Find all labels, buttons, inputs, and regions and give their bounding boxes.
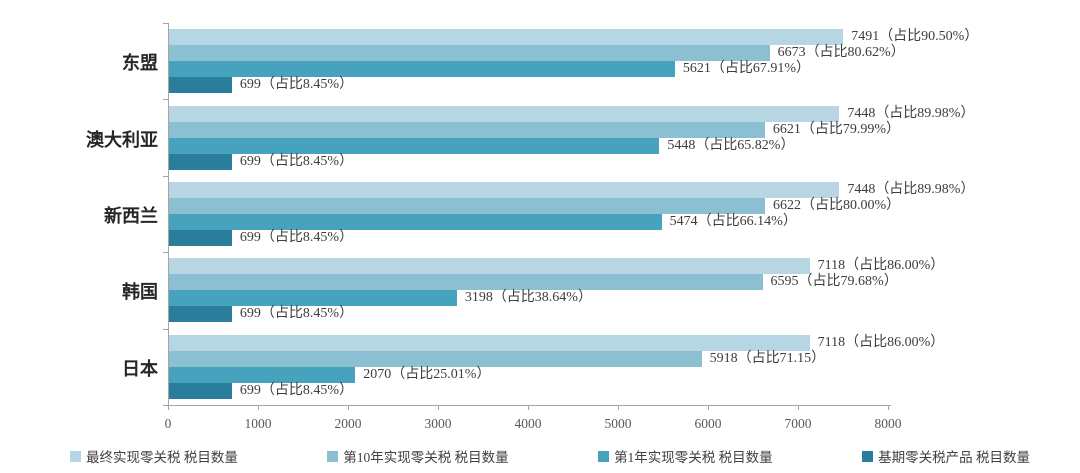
bar [169,290,457,307]
bar-value-label: 7118（占比86.00%） [817,334,945,350]
legend-label: 最终实现零关税 税目数量 [86,450,238,465]
legend-swatch [327,450,339,462]
bar [169,214,662,230]
bar [169,182,840,198]
category-label: 澳大利亚 [86,129,158,150]
legend-swatch [70,450,81,462]
bar-value-label: 699（占比8.45%） [239,306,354,322]
bar-value-label: 7448（占比89.98%） [847,182,975,197]
bar [169,258,810,275]
bar-value-label: 6595（占比79.68%） [770,274,898,290]
y-tick [163,175,168,177]
x-tick-label: 0 [164,416,172,431]
legend-item: 基期零关税产品 税目数量 [862,446,1030,466]
x-tick-label: 6000 [694,416,722,431]
bar [169,366,356,383]
bar [169,137,660,154]
x-tick [258,405,259,410]
bar [169,334,810,351]
bar-value-label: 7118（占比86.00%） [817,258,945,274]
bar-value-label: 6673（占比80.62%） [777,45,905,61]
legend-item: 最终实现零关税 税目数量 [70,446,238,466]
bar [169,306,232,323]
bar [169,382,232,399]
bar-value-label: 5918（占比71.15） [709,350,826,366]
legend-item: 第1年实现零关税 税目数量 [598,446,773,466]
bar-value-label: 6621（占比79.99%） [772,121,901,137]
y-axis-line [168,23,169,405]
x-tick-label: 7000 [784,416,812,431]
bar-value-label: 5448（占比65.82%） [667,137,795,153]
legend-label: 第1年实现零关税 税目数量 [614,450,773,465]
category-label: 东盟 [122,53,158,74]
bar-value-label: 2070（占比25.01%） [363,366,491,382]
bar [169,77,232,94]
x-tick-label: 5000 [604,416,632,431]
legend-swatch [598,450,610,462]
bar [169,274,763,291]
y-tick [163,405,168,406]
bar-value-label: 5621（占比67.91%） [682,61,811,77]
bar [169,198,765,214]
bar-value-label: 3198（占比38.64%） [464,290,592,306]
x-axis-line [163,405,891,406]
x-tick [348,405,349,410]
bar [169,29,844,46]
x-tick [798,405,799,410]
bar-value-label: 5474（占比66.14%） [669,214,797,229]
x-tick-label: 1000 [244,416,272,431]
bar-value-label: 7491（占比90.50%） [851,29,979,45]
x-tick-label: 8000 [874,416,902,431]
x-tick [168,405,169,410]
bar [169,61,675,78]
bar [169,45,770,62]
bar-value-label: 699（占比8.45%） [239,153,354,169]
x-tick [888,405,889,410]
category-label: 新西兰 [104,206,158,226]
category-label: 日本 [122,358,158,379]
y-tick [163,99,168,101]
legend-item: 第10年实现零关税 税目数量 [327,446,509,466]
bar [169,153,232,170]
x-tick-label: 3000 [424,416,452,431]
category-label: 韩国 [122,282,158,303]
legend-label: 第10年实现零关税 税目数量 [343,450,509,465]
legend: 最终实现零关税 税目数量 第10年实现零关税 税目数量 第1年实现零关税 税目数量 基… [70,446,1030,466]
y-tick [163,23,168,24]
x-tick [618,405,619,410]
bar-value-label: 699（占比8.45%） [239,77,354,93]
bar [169,121,765,138]
y-tick [163,252,168,254]
legend-swatch [862,450,874,462]
y-tick [163,328,168,330]
bar-value-label: 6622（占比80.00%） [772,198,901,213]
bar-value-label: 699（占比8.45%） [239,230,354,245]
bar [169,350,702,367]
x-tick [528,405,529,410]
bar-value-label: 7448（占比89.98%） [847,105,975,121]
x-tick [708,405,709,410]
x-tick [438,405,439,410]
x-tick-label: 4000 [514,416,542,431]
bar [169,105,840,122]
legend-label: 基期零关税产品 税目数量 [878,450,1030,465]
bar-value-label: 699（占比8.45%） [239,382,354,398]
bar [169,230,232,246]
x-tick-label: 2000 [334,416,362,431]
